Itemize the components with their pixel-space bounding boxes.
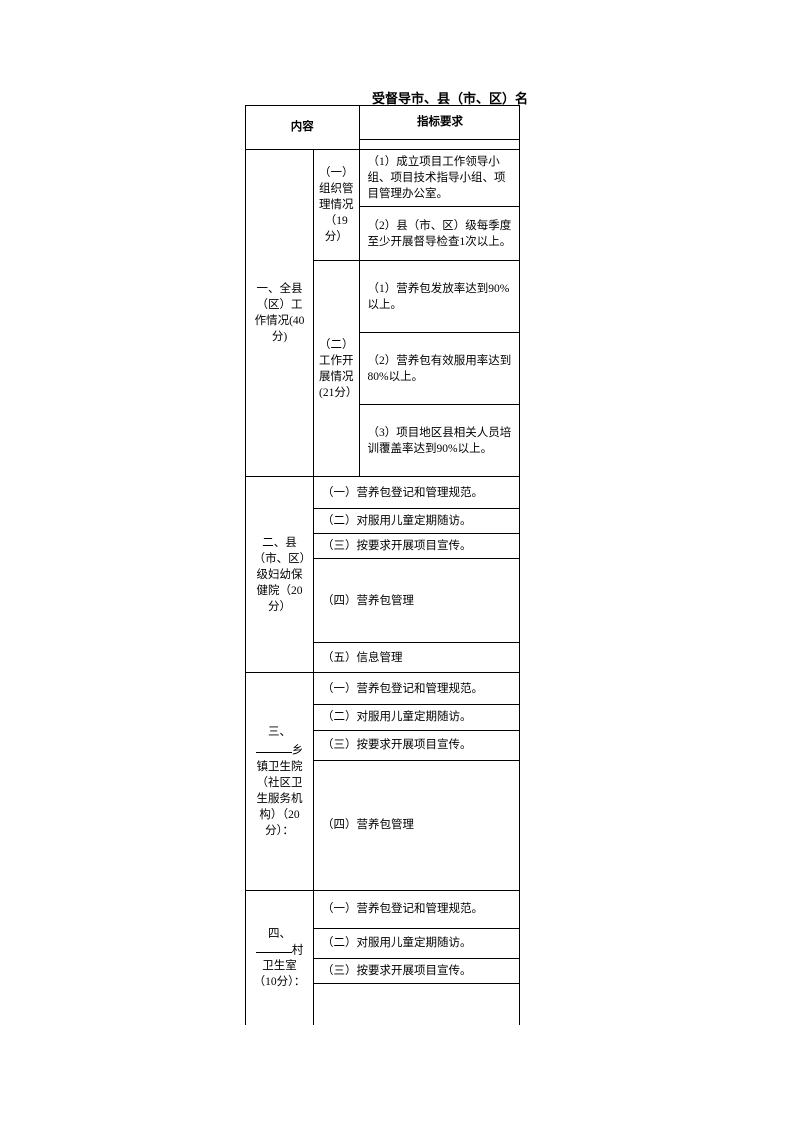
evaluation-table: 内容 指标要求 一、全县（区）工作情况(40分) （一）组织管理情况（19分） … xyxy=(245,105,520,1025)
section1-sub1-item1: （1）成立项目工作领导小组、项目技术指导小组、项目管理办公室。 xyxy=(359,150,519,207)
section4-empty xyxy=(314,983,520,1025)
table-row: 二、县（市、区）级妇幼保健院（20分） （一）营养包登记和管理规范。 xyxy=(246,477,520,509)
header-content: 内容 xyxy=(246,106,360,150)
section4-suffix: 村 xyxy=(292,944,304,956)
section1-sub1-item2: （2）县（市、区）级每季度至少开展督导检查1次以上。 xyxy=(359,207,519,261)
section3-rest: 镇卫生院（社区卫生服务机构）（20分）： xyxy=(251,759,308,839)
section4-item1: （一）营养包登记和管理规范。 xyxy=(314,890,520,928)
section2-item5: （五）信息管理 xyxy=(314,643,520,673)
section4-line2: 村 xyxy=(251,942,308,958)
section2-item4: （四）营养包管理 xyxy=(314,559,520,643)
section1-sub2-label: （二）工作开展情况(21分） xyxy=(314,261,360,477)
section3-label: 三、 乡 镇卫生院（社区卫生服务机构）（20分）： xyxy=(246,673,314,890)
section1-sub2-item3: （3）项目地区县相关人员培训覆盖率达到90%以上。 xyxy=(359,405,519,477)
section4-rest: 卫生室（10分）： xyxy=(251,958,308,990)
section2-item1: （一）营养包登记和管理规范。 xyxy=(314,477,520,509)
header-row: 内容 指标要求 xyxy=(246,106,520,140)
table-row: 一、全县（区）工作情况(40分) （一）组织管理情况（19分） （1）成立项目工… xyxy=(246,150,520,207)
section3-item2: （二）对服用儿童定期随访。 xyxy=(314,705,520,730)
section1-sub2-item2: （2）营养包有效服用率达到80%以上。 xyxy=(359,333,519,405)
section3-item4: （四）营养包管理 xyxy=(314,760,520,890)
section3-line1: 三、 xyxy=(251,724,308,740)
blank-underline xyxy=(256,742,292,753)
table-row: 四、 村 卫生室（10分）： （一）营养包登记和管理规范。 xyxy=(246,890,520,928)
section1-label: 一、全县（区）工作情况(40分) xyxy=(246,150,314,477)
section4-item3: （三）按要求开展项目宣传。 xyxy=(314,958,520,983)
section2-label: 二、县（市、区）级妇幼保健院（20分） xyxy=(246,477,314,673)
section3-line2: 乡 xyxy=(251,742,308,758)
blank-underline xyxy=(256,942,292,953)
section1-sub2-item1: （1）营养包发放率达到90%以上。 xyxy=(359,261,519,333)
header-indicator: 指标要求 xyxy=(359,106,519,140)
table-row: 三、 乡 镇卫生院（社区卫生服务机构）（20分）： （一）营养包登记和管理规范。 xyxy=(246,673,520,705)
header-empty xyxy=(359,140,519,150)
section2-item3: （三）按要求开展项目宣传。 xyxy=(314,534,520,559)
section4-line1: 四、 xyxy=(251,926,308,942)
section4-item2: （二）对服用儿童定期随访。 xyxy=(314,928,520,958)
section1-sub1-label: （一）组织管理情况（19分） xyxy=(314,150,360,261)
section2-item2: （二）对服用儿童定期随访。 xyxy=(314,509,520,534)
section3-item3: （三）按要求开展项目宣传。 xyxy=(314,730,520,760)
page: 受督导市、县（市、区）名 内容 指标要求 一、全县（区）工作情况(40分) （一… xyxy=(0,0,793,1122)
section4-label: 四、 村 卫生室（10分）： xyxy=(246,890,314,1025)
section3-item1: （一）营养包登记和管理规范。 xyxy=(314,673,520,705)
section3-suffix: 乡 xyxy=(292,744,304,756)
